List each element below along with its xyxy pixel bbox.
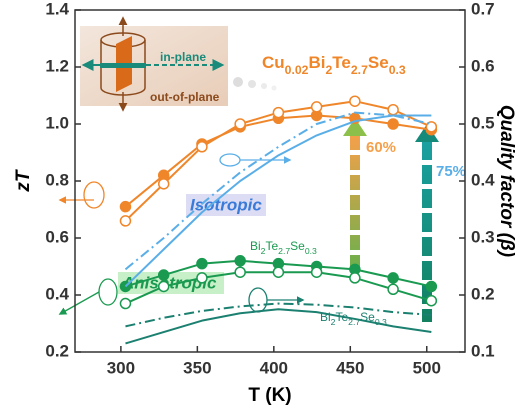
gain-label: 60% [366,139,396,156]
y-tick-label: 0.6 [45,227,69,246]
formula-part: 0.3 [305,246,317,256]
data-point [425,294,438,307]
data-point [196,257,208,270]
y-tick-label: 0.4 [45,284,69,303]
formula-part: 2.7 [278,246,290,256]
data-point [234,266,246,278]
formula-part: 2 [331,317,336,327]
series-line [125,308,432,345]
data-point [196,272,208,284]
inset-label: out-of-plane [150,90,220,104]
x-tick-label: 400 [260,358,288,377]
formula-part: 2.7 [348,317,360,327]
data-point [349,95,361,107]
series-line [124,114,432,208]
formula: Bi2Te2.7Se0.3 [250,239,317,256]
formula-part: Te [265,239,278,253]
y2-tick-label: 0.5 [471,113,495,132]
formula-part: 2 [261,246,266,256]
y-tick-label: 1.0 [45,113,69,132]
data-point [272,266,285,278]
formula-part: 0.3 [389,63,406,77]
formula-part: Bi [320,310,331,324]
data-point [119,297,132,310]
data-point [272,106,285,119]
gain-label: 75% [436,163,466,180]
x-tick-label: 450 [336,358,364,377]
formula-part: Bi [250,239,261,253]
data-point [157,280,170,293]
x-tick-label: 300 [107,358,135,377]
data-point [234,118,246,130]
formula-part: Bi [308,53,325,72]
y2-tick-label: 0.7 [471,0,495,18]
data-point [349,272,361,284]
data-point [196,141,208,153]
data-point [387,272,399,284]
y2-tick-label: 0.3 [471,227,495,246]
series-line [125,302,432,328]
formula-part: 0.3 [375,317,387,327]
formula-part: Se [368,53,389,72]
data-point [119,200,132,213]
data-point [310,266,323,278]
formula: Cu0.02Bi2Te2.7Se0.3 [262,53,406,77]
isotropic-label: Isotropic [190,195,262,214]
data-point [425,280,438,293]
formula-part: Se [290,239,305,253]
formula-part: 2 [325,63,332,77]
data-point [387,118,399,130]
data-point [234,255,246,267]
data-point [387,283,399,296]
data-point [310,101,323,113]
y-tick-label: 0.8 [45,170,69,189]
formula-part: 0.02 [285,63,309,77]
inset-label: in-plane [160,50,206,64]
series-line [124,114,432,288]
data-point [157,269,170,281]
formula-part: Cu [262,53,285,72]
y2-tick-label: 0.2 [471,284,495,303]
x-tick-label: 500 [413,358,441,377]
formula-part: Te [332,53,351,72]
x-tick-label: 350 [183,358,211,377]
anisotropic-label: Anisotropic [121,273,217,292]
y2-axis-label: Quality factor (β) [496,105,517,257]
data-point [119,215,132,227]
y2-tick-label: 0.4 [471,170,495,189]
data-point [387,104,399,116]
formula-part: 2.7 [351,63,368,77]
y-axis-label: zT [13,169,34,193]
y2-tick-label: 0.6 [471,56,495,75]
y2-tick-label: 0.1 [471,341,495,360]
inset: in-plane out-of-plane [80,16,277,112]
x-axis-label: T (K) [248,385,291,406]
indicators [58,153,305,315]
series-line [124,111,432,271]
data-point [157,178,170,190]
gain-arrows: 60% 75% [343,118,466,322]
y-tick-label: 1.4 [45,0,69,18]
y-tick-label: 0.2 [45,341,69,360]
y-tick-label: 1.2 [45,56,69,75]
